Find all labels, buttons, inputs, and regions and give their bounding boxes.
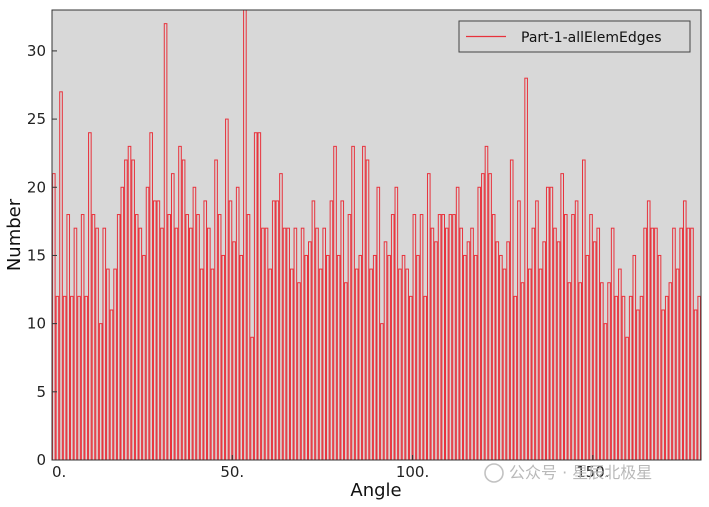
y-tick-label: 0: [36, 451, 46, 469]
plot-frame: [51, 9, 702, 461]
y-tick-label: 20: [27, 178, 46, 196]
x-axis-label: Angle: [350, 480, 401, 501]
legend: Part-1-allElemEdges: [458, 20, 691, 53]
y-tick-label: 15: [27, 246, 46, 264]
y-axis-label: Number: [4, 198, 25, 271]
watermark: 公众号 · 星辰北极星: [484, 463, 652, 483]
x-tick-label: 50.: [220, 463, 244, 481]
x-tick-label: 0.: [52, 463, 66, 481]
x-tick-label: 100.: [396, 463, 429, 481]
y-tick-label: 5: [36, 383, 46, 401]
ticks-layer: 0 5 10 15 20 25 30 0. 50. 100. 150.: [27, 42, 610, 481]
legend-series-label: Part-1-allElemEdges: [521, 30, 662, 46]
x-tick-label: 150.: [576, 463, 609, 481]
y-tick-label: 25: [27, 110, 46, 128]
wechat-icon: [484, 463, 504, 483]
y-tick-label: 30: [27, 42, 46, 60]
watermark-text: 公众号 · 星辰北极星: [509, 463, 652, 482]
y-tick-label: 10: [27, 315, 46, 333]
